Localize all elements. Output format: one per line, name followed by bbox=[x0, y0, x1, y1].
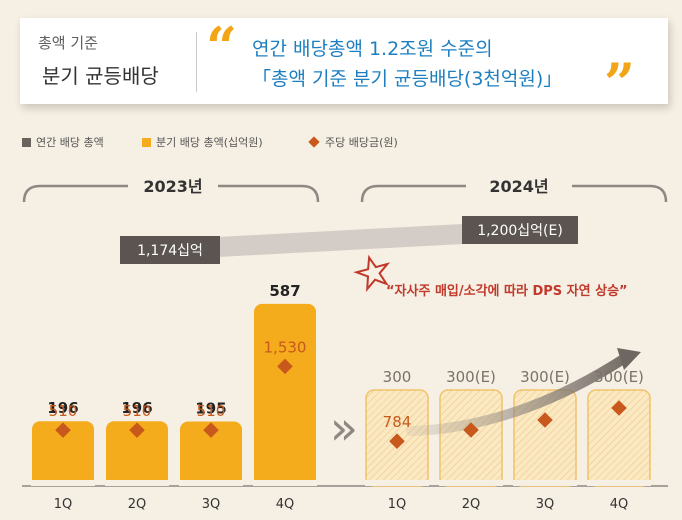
bar-bottom-mask bbox=[439, 480, 503, 486]
category-label: 4Q bbox=[276, 497, 295, 512]
legend-swatch-annual bbox=[22, 137, 31, 147]
bar-2023년-2Q bbox=[106, 421, 168, 486]
category-label: 1Q bbox=[54, 497, 73, 512]
annual-connector bbox=[180, 222, 500, 259]
header-divider bbox=[196, 32, 197, 92]
dps-value-label: 510 bbox=[197, 402, 226, 420]
bar-value-label: 195 bbox=[195, 400, 226, 418]
trend-arrow-head-icon bbox=[617, 348, 641, 370]
bar-bottom-mask bbox=[365, 480, 429, 486]
bar-2023년-3Q bbox=[180, 421, 242, 486]
close-quote-icon: ” bbox=[604, 51, 636, 115]
annual-label-2023: 1,174십억 bbox=[137, 243, 203, 259]
annual-label-2024: 1,200십억(E) bbox=[477, 223, 563, 239]
category-label: 4Q bbox=[610, 497, 629, 512]
annual-box-2024 bbox=[462, 216, 578, 244]
bar-2023년-4Q bbox=[254, 303, 316, 486]
header-subtitle: 총액 기준 bbox=[38, 34, 98, 52]
bar-estimated-2Q bbox=[439, 389, 503, 487]
year-label-2023: 2023년 bbox=[143, 177, 202, 196]
legend-label-quarterly: 분기 배당 총액(십억원) bbox=[156, 136, 263, 149]
header-quote-line-1: 연간 배당총액 1.2조원 수준의 bbox=[252, 38, 493, 60]
brace-2024-left bbox=[360, 184, 466, 203]
bar-bottom-mask bbox=[31, 480, 95, 486]
dps-value-label: 1,530 bbox=[264, 338, 307, 356]
category-label: 3Q bbox=[536, 497, 555, 512]
annual-box-2023 bbox=[120, 236, 220, 264]
legend-item-dps: 주당 배당금(원) bbox=[308, 134, 398, 150]
bar-value-label: 587 bbox=[269, 282, 300, 300]
star-icon bbox=[353, 254, 391, 293]
header-card: 총액 기준 분기 균등배당 “ 연간 배당총액 1.2조원 수준의 「총액 기준… bbox=[20, 15, 668, 110]
bar-bottom-mask bbox=[513, 480, 577, 486]
brace-2023-left bbox=[22, 184, 128, 203]
legend-label-dps: 주당 배당금(원) bbox=[325, 136, 398, 149]
trend-layer bbox=[406, 348, 641, 437]
double-chevron-icon: » bbox=[330, 401, 358, 455]
legend-label-annual: 연간 배당 총액 bbox=[36, 136, 104, 149]
header-quote-line-2: 「총액 기준 분기 균등배당(3천억원)」 bbox=[252, 68, 563, 90]
bar-bottom-mask bbox=[587, 480, 651, 486]
bar-value-label: 196 bbox=[121, 399, 152, 417]
trend-arrow-line bbox=[406, 353, 630, 437]
category-label: 1Q bbox=[388, 497, 407, 512]
bar-value-label: 300(E) bbox=[594, 368, 644, 386]
bar-layer bbox=[31, 303, 651, 487]
bar-value-label: 196 bbox=[47, 399, 78, 417]
dps-value-label: 784 bbox=[383, 413, 412, 431]
bar-bottom-mask bbox=[179, 480, 243, 486]
legend-item-annual: 연간 배당 총액 bbox=[22, 134, 104, 150]
dps-value-label: 510 bbox=[123, 402, 152, 420]
annotation-text: “자사주 매입/소각에 따라 DPS 자연 상승” bbox=[386, 283, 628, 299]
bar-value-label: 300 bbox=[383, 368, 412, 386]
bar-value-label: 300(E) bbox=[446, 368, 496, 386]
header-title: 분기 균등배당 bbox=[42, 64, 159, 88]
legend-swatch-quarterly bbox=[142, 137, 151, 147]
category-label: 2Q bbox=[462, 497, 481, 512]
brace-2023-right bbox=[218, 184, 320, 203]
bar-2023년-1Q bbox=[32, 421, 94, 486]
brace-2024-right bbox=[572, 184, 668, 203]
category-label: 3Q bbox=[202, 497, 221, 512]
legend-item-quarterly: 분기 배당 총액(십억원) bbox=[142, 134, 263, 150]
dps-value-label: 510 bbox=[49, 402, 78, 420]
dps-diamond-icon bbox=[129, 422, 145, 438]
bar-value-label: 300(E) bbox=[520, 368, 570, 386]
category-label: 2Q bbox=[128, 497, 147, 512]
open-quote-icon: “ bbox=[206, 15, 238, 79]
year-label-2024: 2024년 bbox=[489, 177, 548, 196]
bar-bottom-mask bbox=[105, 480, 169, 486]
dps-diamond-icon bbox=[203, 422, 219, 438]
bar-bottom-mask bbox=[253, 480, 317, 486]
